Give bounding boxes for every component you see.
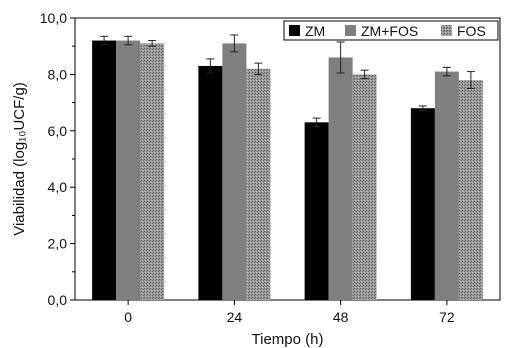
- legend-label: ZM: [305, 23, 325, 39]
- x-tick-label: 72: [439, 309, 455, 325]
- bar-zm-fos-48: [328, 57, 353, 301]
- x-tick-label: 48: [333, 309, 349, 325]
- bar-zm-fos-24: [222, 43, 247, 300]
- legend-swatch-fos: [441, 25, 452, 36]
- legend-label: FOS: [457, 23, 486, 39]
- bar-zm-fos-72: [434, 71, 459, 300]
- bars-group: [92, 34, 483, 301]
- bar-fos-24: [246, 68, 271, 300]
- x-tick-label: 24: [227, 309, 243, 325]
- y-tick-label: 2,0: [48, 236, 68, 252]
- y-tick-label: 8,0: [48, 66, 68, 82]
- axes-group: 0 24 48 72 0,0 2,0 4,0 6,0 8,0 10,0: [40, 10, 455, 325]
- y-tick-label: 10,0: [40, 10, 67, 26]
- bar-zm-24: [198, 65, 223, 300]
- bar-fos-0: [140, 43, 165, 300]
- y-tick-label: 6,0: [48, 123, 68, 139]
- y-tick-label: 4,0: [48, 179, 68, 195]
- bar-fos-72: [458, 80, 483, 300]
- legend-swatch-zm: [289, 25, 300, 36]
- y-axis-title: Viabilidad (log₁₀UCF/g): [11, 82, 28, 236]
- legend-swatch-zm-fos: [345, 25, 356, 36]
- bar-fos-48: [352, 74, 377, 301]
- bar-zm-0: [92, 40, 117, 301]
- bar-zm-72: [410, 108, 435, 301]
- y-tick-label: 0,0: [48, 292, 68, 308]
- legend: ZM ZM+FOS FOS: [283, 20, 499, 41]
- legend-label: ZM+FOS: [361, 23, 418, 39]
- x-axis-title: Tiempo (h): [252, 331, 324, 348]
- bar-zm-48: [304, 122, 329, 300]
- bar-zm-fos-0: [116, 40, 141, 301]
- x-tick-label: 0: [124, 309, 132, 325]
